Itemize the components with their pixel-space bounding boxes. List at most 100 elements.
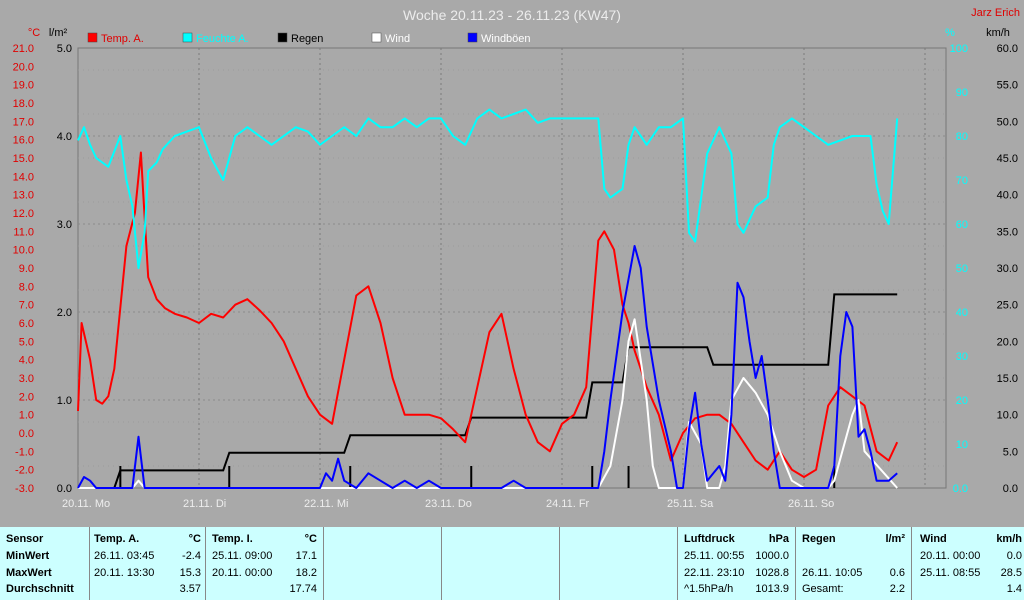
luftdruck-trend: ^1.5hPa/h — [684, 583, 734, 595]
wind-tick-label: 0.0 — [1003, 483, 1018, 495]
humidity-tick-label: 0.0 — [953, 483, 968, 495]
author-label: Jarz Erich — [971, 7, 1020, 19]
plot-area — [77, 47, 947, 489]
temp-tick-label: 13.0 — [13, 190, 34, 202]
temp-a-max-time: 20.11. 13:30 — [94, 567, 155, 579]
sensor-header: Sensor — [6, 533, 44, 545]
wind-unit: km/h — [996, 533, 1022, 545]
wind-header: Wind — [920, 533, 947, 545]
x-tick-label: 22.11. Mi — [304, 498, 348, 510]
humidity-tick-label: 40 — [956, 307, 968, 319]
luftdruck-max-value: 1028.8 — [755, 567, 789, 579]
humidity-tick-label: 90 — [956, 87, 968, 99]
wind-max-value: 28.5 — [1000, 567, 1022, 579]
row-label-min: MinWert — [6, 550, 50, 562]
wind-tick-label: 35.0 — [997, 226, 1018, 238]
rain-series — [78, 293, 898, 489]
temp-tick-label: 3.0 — [19, 373, 34, 385]
luftdruck-header: Luftdruck — [684, 533, 735, 545]
temp-tick-label: 21.0 — [13, 43, 34, 55]
humidity-tick-label: 30 — [956, 351, 968, 363]
regen-max-value: 0.6 — [889, 567, 905, 579]
temp-a-unit: °C — [188, 533, 201, 545]
temp-tick-label: 19.0 — [13, 80, 34, 92]
wind-tick-label: 25.0 — [997, 300, 1018, 312]
legend-swatch — [277, 32, 288, 43]
humidity-tick-label: 80 — [956, 131, 968, 143]
wind-tick-label: 20.0 — [997, 336, 1018, 348]
stats-col-empty-2 — [442, 527, 560, 600]
humidity-tick-label: 100 — [950, 43, 968, 55]
x-tick-label: 20.11. Mo — [62, 498, 110, 510]
stats-col-regen: Regen l/m² 26.11. 10:05 0.6 Gesamt: 2.2 — [796, 527, 912, 600]
regen-total-label: Gesamt: — [802, 583, 844, 595]
x-tick-label: 23.11. Do — [425, 498, 472, 510]
legend-label: Wind — [385, 33, 410, 45]
temp-i-min-value: 17.1 — [295, 550, 317, 562]
humidity-tick-label: 10 — [956, 439, 968, 451]
temp-a-min-value: -2.4 — [182, 550, 201, 562]
legend: Temp. A. Feuchte A. Regen Wind Windböen — [87, 32, 531, 45]
temp-tick-label: 20.0 — [13, 61, 34, 73]
x-tick-label: 21.11. Di — [183, 498, 226, 510]
legend-label: Temp. A. — [101, 33, 144, 45]
temp-i-max-value: 18.2 — [295, 567, 317, 579]
temp-i-header: Temp. I. — [212, 533, 253, 545]
temp-tick-label: 7.0 — [19, 300, 34, 312]
legend-swatch — [467, 32, 478, 43]
regen-header: Regen — [802, 533, 836, 545]
temp-a-min-time: 26.11. 03:45 — [94, 550, 155, 562]
luftdruck-avg-value: 1013.9 — [755, 583, 789, 595]
wind-tick-label: 5.0 — [1003, 446, 1018, 458]
regen-unit: l/m² — [885, 533, 905, 545]
weather-chart: -3.0 -2.0 -1.0 0.0 1.0 2.0 3.0 4.0 5.0 6.0 7.0 8.0 9… — [13, 7, 1020, 510]
temp-tick-label: 12.0 — [13, 208, 34, 220]
row-label-avg: Durchschnitt — [6, 583, 74, 595]
stats-col-wind: Wind km/h 20.11. 00:00 0.0 25.11. 08:55 … — [912, 527, 1024, 600]
humidity-axis-unit: % — [945, 27, 955, 39]
temp-tick-label: -1.0 — [15, 446, 34, 458]
humidity-series-line — [77, 108, 899, 269]
rain-tick-label: 1.0 — [57, 395, 72, 407]
rain-axis-unit: l/m² — [49, 27, 68, 39]
temp-i-max-time: 20.11. 00:00 — [212, 567, 273, 579]
wind-max-time: 25.11. 08:55 — [920, 567, 981, 579]
temp-tick-label: 16.0 — [13, 135, 34, 147]
temp-tick-label: 4.0 — [19, 355, 34, 367]
temp-tick-label: 15.0 — [13, 153, 34, 165]
temp-tick-label: 1.0 — [19, 410, 34, 422]
regen-total-value: 2.2 — [889, 583, 905, 595]
chart-title: Woche 20.11.23 - 26.11.23 (KW47) — [403, 7, 621, 23]
temp-tick-label: 0.0 — [19, 428, 34, 440]
wind-tick-label: 50.0 — [997, 116, 1018, 128]
legend-label: Feuchte A. — [196, 33, 249, 45]
temp-axis-unit: °C — [28, 27, 40, 39]
temp-i-avg-value: 17.74 — [289, 583, 317, 595]
wind-tick-label: 30.0 — [997, 263, 1018, 275]
wind-tick-label: 55.0 — [997, 80, 1018, 92]
legend-swatch — [371, 32, 382, 43]
humidity-tick-label: 20 — [956, 395, 968, 407]
temp-a-series-line — [77, 151, 899, 478]
wind-tick-label: 60.0 — [997, 43, 1018, 55]
rain-tick-label: 0.0 — [57, 483, 72, 495]
temp-a-header: Temp. A. — [94, 533, 140, 545]
humidity-tick-label: 60 — [956, 219, 968, 231]
wind-tick-label: 40.0 — [997, 190, 1018, 202]
temp-tick-label: 18.0 — [13, 98, 34, 110]
x-tick-label: 24.11. Fr — [546, 498, 590, 510]
wind-tick-label: 15.0 — [997, 373, 1018, 385]
temp-i-min-time: 25.11. 09:00 — [212, 550, 273, 562]
temp-tick-label: 11.0 — [13, 226, 34, 238]
wind-avg-value: 1.4 — [1006, 583, 1022, 595]
luftdruck-min-value: 1000.0 — [755, 550, 789, 562]
stats-col-sensor: Sensor MinWert MaxWert Durchschnitt — [0, 527, 90, 600]
x-tick-label: 26.11. So — [788, 498, 834, 510]
legend-swatch — [87, 32, 98, 43]
temp-tick-label: 17.0 — [13, 116, 34, 128]
humidity-tick-label: 70 — [956, 175, 968, 187]
rain-tick-label: 5.0 — [57, 43, 72, 55]
rain-tick-label: 2.0 — [57, 307, 72, 319]
wind-min-time: 20.11. 00:00 — [920, 550, 981, 562]
legend-label: Windböen — [481, 33, 531, 45]
